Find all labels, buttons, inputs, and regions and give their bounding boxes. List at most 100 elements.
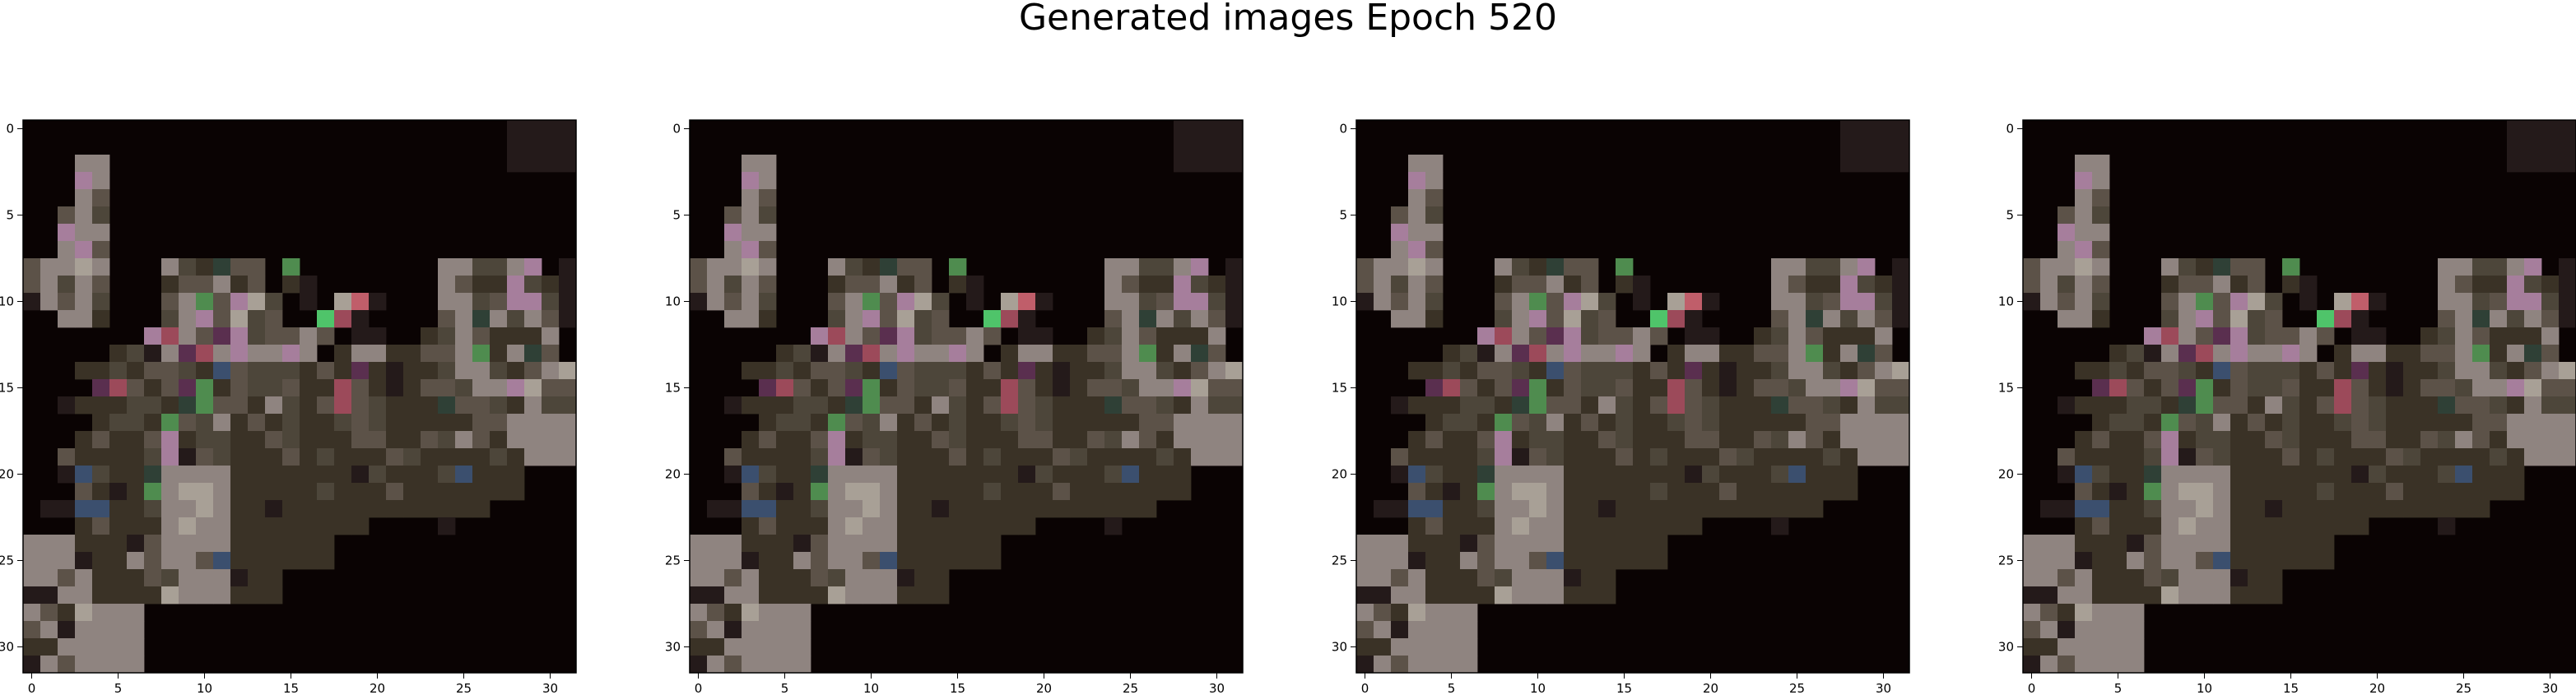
heatmap-cell <box>1806 362 1824 380</box>
heatmap-cell <box>2282 414 2300 432</box>
heatmap-cell <box>455 431 473 449</box>
y-tick-label: 10 <box>1998 294 2014 309</box>
heatmap-cell <box>2317 466 2335 484</box>
heatmap-cell <box>230 362 249 380</box>
heatmap-cell <box>1685 448 1703 466</box>
heatmap-cell <box>1443 431 1461 449</box>
heatmap-cell <box>1035 431 1053 449</box>
heatmap-cell <box>1460 466 1478 484</box>
heatmap-cell <box>2507 258 2525 276</box>
heatmap-cell <box>2438 327 2456 345</box>
heatmap-cell <box>742 293 760 311</box>
heatmap-cell <box>109 483 128 501</box>
heatmap-cell <box>2472 414 2490 432</box>
heatmap-cell <box>1840 276 1858 294</box>
heatmap-cell <box>2058 241 2076 259</box>
heatmap-cell <box>2092 569 2110 587</box>
heatmap-cell <box>1581 535 1599 553</box>
heatmap-cell <box>1806 483 1824 501</box>
heatmap-cell <box>914 552 932 570</box>
heatmap-cell <box>161 327 179 345</box>
heatmap-cell <box>438 379 456 397</box>
heatmap-cell <box>2317 535 2335 553</box>
heatmap-cell <box>2040 552 2058 570</box>
heatmap-cell <box>707 552 725 570</box>
heatmap-cell <box>949 327 967 345</box>
heatmap-cell <box>1581 431 1599 449</box>
heatmap-cell <box>2455 431 2473 449</box>
heatmap-cell <box>1460 379 1478 397</box>
heatmap-cell <box>2161 586 2179 605</box>
heatmap-cell <box>1391 241 1409 259</box>
heatmap-cell <box>2559 362 2576 380</box>
heatmap-cell <box>213 586 231 605</box>
heatmap-cell <box>2127 345 2145 363</box>
heatmap-cell <box>1840 155 1858 173</box>
heatmap-cell <box>317 552 335 570</box>
heatmap-cell <box>2248 258 2266 276</box>
heatmap-cell <box>1156 327 1174 345</box>
heatmap-cell <box>559 137 577 155</box>
heatmap-cell <box>265 448 283 466</box>
heatmap-cell <box>1598 535 1616 553</box>
heatmap-cell <box>914 483 932 501</box>
heatmap-cell <box>1408 206 1426 225</box>
heatmap-cell <box>2472 379 2490 397</box>
heatmap-cell <box>472 500 491 518</box>
heatmap-cell <box>1754 379 1772 397</box>
heatmap-cell <box>109 500 128 518</box>
heatmap-cell <box>144 327 162 345</box>
heatmap-cell <box>1702 293 1720 311</box>
heatmap-cell <box>2127 431 2145 449</box>
heatmap-cell <box>524 137 542 155</box>
heatmap-cell <box>1754 500 1772 518</box>
heatmap-cell <box>1374 258 1392 276</box>
heatmap-cell <box>932 414 950 432</box>
heatmap-cell <box>144 379 162 397</box>
y-tick-label: 0 <box>2006 122 2014 137</box>
heatmap-cell <box>2490 448 2508 466</box>
heatmap-cell <box>2455 500 2473 518</box>
heatmap-cell <box>759 310 777 328</box>
heatmap-cell <box>40 569 58 587</box>
heatmap-cell <box>455 483 473 501</box>
heatmap-cell <box>2507 345 2525 363</box>
heatmap-cell <box>213 500 231 518</box>
heatmap-cell <box>1546 293 1565 311</box>
image-panel-1: 0 5 10 15 20 25 30 0 5 10 15 20 25 30 <box>0 119 577 695</box>
heatmap-cell <box>1139 310 1157 328</box>
heatmap-cell <box>932 569 950 587</box>
heatmap-cell <box>2541 431 2560 449</box>
heatmap-cell <box>828 345 846 363</box>
heatmap-cell <box>1892 379 1910 397</box>
heatmap-cell <box>1650 362 1668 380</box>
heatmap-cell <box>490 448 508 466</box>
heatmap-cell <box>1667 500 1686 518</box>
heatmap-cell <box>1191 345 1209 363</box>
heatmap-cell <box>863 466 881 484</box>
heatmap-cell <box>1191 276 1209 294</box>
heatmap-cell <box>1408 586 1426 605</box>
heatmap-cell <box>300 276 318 294</box>
heatmap-cell <box>230 414 249 432</box>
heatmap-cell <box>2490 483 2508 501</box>
heatmap-cell <box>759 483 777 501</box>
heatmap-cell <box>300 552 318 570</box>
heatmap-cell <box>1001 500 1019 518</box>
heatmap-cell <box>1391 552 1409 570</box>
heatmap-cell <box>1391 258 1409 276</box>
heatmap-cell <box>776 448 794 466</box>
heatmap-cell <box>776 379 794 397</box>
heatmap-cell <box>317 500 335 518</box>
heatmap-cell <box>2178 431 2197 449</box>
heatmap-cell <box>2040 500 2058 518</box>
heatmap-cell <box>1581 327 1599 345</box>
heatmap-cell <box>1001 310 1019 328</box>
heatmap-cell <box>759 414 777 432</box>
heatmap-cell <box>2299 517 2318 535</box>
heatmap-cell <box>1374 276 1392 294</box>
heatmap-cell <box>949 276 967 294</box>
heatmap-cell <box>2265 345 2283 363</box>
heatmap-cell <box>914 345 932 363</box>
heatmap-cell <box>1702 327 1720 345</box>
